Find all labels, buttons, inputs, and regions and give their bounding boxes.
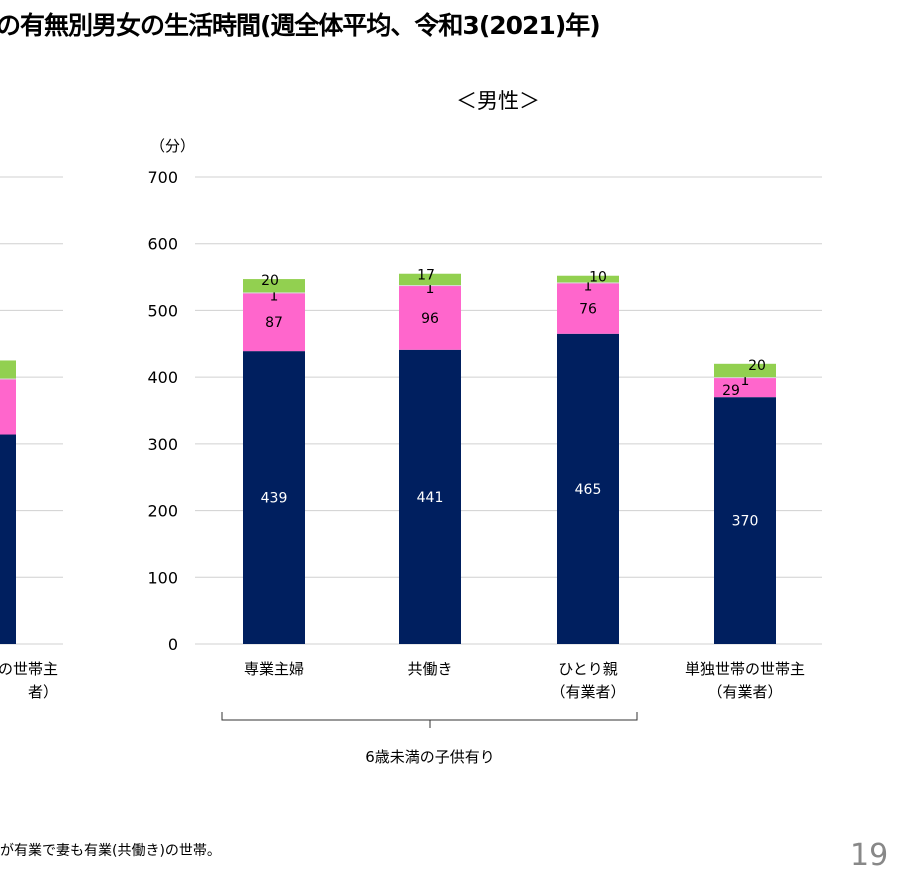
bar-segment: [399, 273, 461, 286]
bar-segment: [243, 279, 305, 293]
data-label: 96: [421, 311, 439, 327]
page-title: の有無別男女の生活時間(週全体平均、令和3(2021)年): [0, 11, 601, 40]
bar-segment: [399, 349, 461, 644]
bar-segment: [243, 351, 305, 644]
y-tick-label: 500: [147, 301, 178, 320]
bar-segment: [243, 293, 305, 352]
y-tick-label: 400: [147, 368, 178, 387]
y-axis-unit: （分）: [150, 137, 195, 155]
y-tick-label: 0: [168, 635, 178, 654]
data-label: 1: [741, 373, 750, 389]
bar-segment: [399, 285, 461, 350]
x-tick-label: 単独世帯の世帯主: [685, 660, 805, 678]
bar-segment: [557, 282, 619, 284]
y-tick-label: 300: [147, 435, 178, 454]
bar-segment: [0, 360, 16, 379]
data-label: 76: [579, 301, 597, 317]
bar-segment: [557, 275, 619, 283]
y-tick-label: 700: [147, 168, 178, 187]
group-bracket: [221, 712, 638, 728]
data-label: 17: [417, 268, 435, 284]
bar-segment: [243, 292, 305, 294]
x-tick-label: 者）: [28, 683, 58, 701]
x-tick-label: の世帯主: [0, 660, 58, 678]
bar-segment: [714, 397, 776, 644]
data-label: 1: [584, 278, 593, 294]
bar-segment: [714, 363, 776, 378]
y-tick-label: 200: [147, 502, 178, 521]
x-tick-label: 共働き: [407, 660, 452, 678]
bar-segment: [0, 378, 16, 380]
data-label: 1: [426, 281, 435, 297]
data-label: 87: [265, 315, 283, 331]
chart-title: ＜男性＞: [456, 89, 540, 113]
data-label: 1: [270, 288, 279, 304]
data-label: 441: [417, 490, 444, 506]
y-tick-label: 100: [147, 568, 178, 587]
bar-segment: [557, 333, 619, 644]
page-number: 19: [850, 838, 889, 873]
bar-segment: [714, 377, 776, 379]
data-label: 370: [732, 514, 759, 530]
data-label: 29: [722, 383, 740, 399]
x-tick-label: ひとり親: [558, 660, 618, 678]
bar-segment: [557, 283, 619, 334]
bar-segment: [714, 377, 776, 398]
group-label: 6歳未満の子供有り: [365, 748, 495, 766]
bar-segment: [399, 285, 461, 287]
data-label: 465: [575, 482, 602, 498]
data-label: 10: [589, 270, 607, 286]
y-tick-label: 600: [147, 235, 178, 254]
x-tick-label: （有業者）: [550, 683, 625, 701]
data-label: 439: [261, 491, 288, 507]
data-label: 20: [261, 273, 279, 289]
data-label: 20: [748, 358, 766, 374]
footnote: が有業で妻も有業(共働き)の世帯。: [0, 843, 221, 859]
x-tick-label: （有業者）: [707, 683, 782, 701]
bar-segment: [0, 434, 16, 644]
x-tick-label: 専業主婦: [244, 660, 304, 678]
bar-segment: [0, 379, 16, 435]
